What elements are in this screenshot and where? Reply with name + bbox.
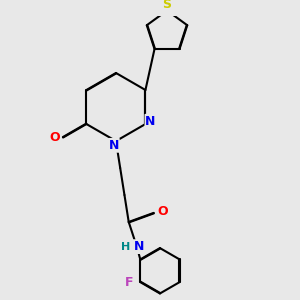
Text: F: F xyxy=(125,276,134,289)
Text: N: N xyxy=(146,115,156,128)
Text: O: O xyxy=(157,205,167,218)
Text: S: S xyxy=(163,0,172,11)
Text: N: N xyxy=(109,139,119,152)
Text: H: H xyxy=(121,242,130,252)
Text: N: N xyxy=(134,240,144,253)
Text: O: O xyxy=(50,131,61,144)
